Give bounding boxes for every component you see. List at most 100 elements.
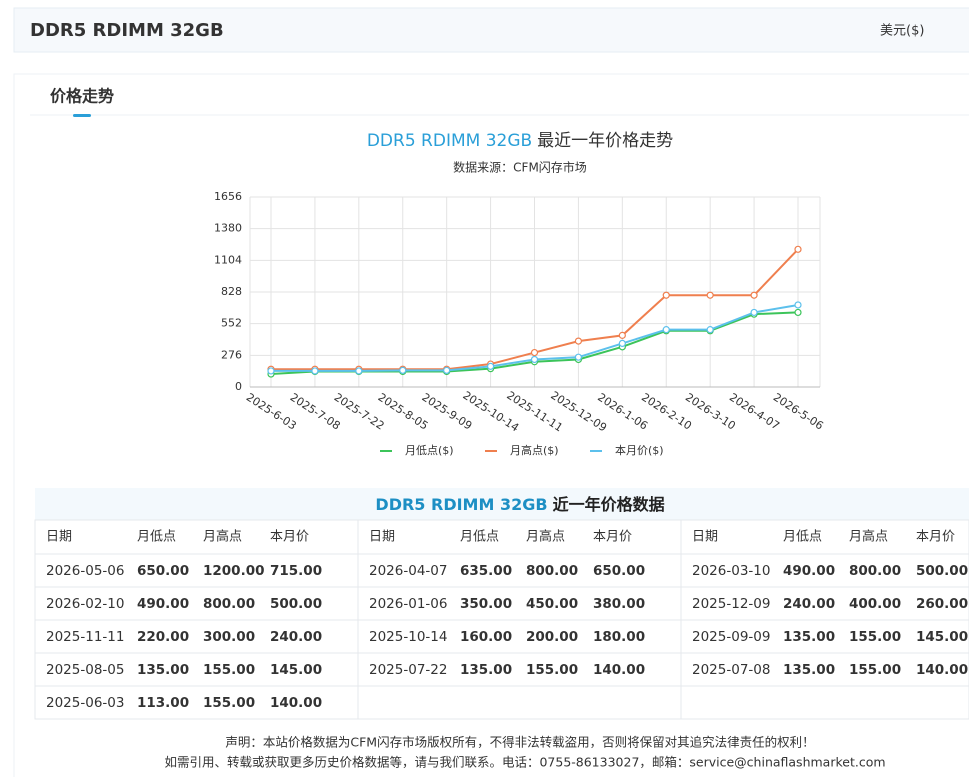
cell-price: 260.00 [916, 596, 968, 612]
cell-low: 135.00 [783, 629, 835, 645]
cell-price: 140.00 [593, 662, 645, 678]
data-point [486, 362, 495, 370]
cell-low: 160.00 [460, 629, 512, 645]
cell-high: 155.00 [526, 662, 578, 678]
cell-low: 650.00 [137, 563, 189, 579]
cell-price: 500.00 [916, 563, 968, 579]
cell-price: 500.00 [270, 596, 322, 612]
cell-low: 240.00 [783, 596, 835, 612]
footer-line: 如需引用、转载或获取更多历史价格数据等，请与我们联系。电话：0755-86133… [164, 755, 885, 770]
cell-high: 300.00 [203, 629, 255, 645]
legend-label: 月低点($) [405, 444, 454, 457]
cell-high: 155.00 [203, 662, 255, 678]
column-header: 月低点 [137, 530, 176, 545]
cell-high: 155.00 [849, 629, 901, 645]
data-point [355, 367, 363, 375]
chart-subtitle: 数据来源：CFM闪存市场 [453, 160, 587, 175]
data-point [530, 348, 539, 357]
cell-date: 2025-12-09 [692, 596, 770, 612]
cell-date: 2025-09-09 [692, 629, 770, 645]
cell-date: 2025-10-14 [369, 629, 447, 645]
chart-title-suffix: 最近一年价格走势 [537, 131, 673, 151]
legend-label: 本月价($) [615, 443, 664, 457]
column-header: 月低点 [460, 530, 499, 545]
data-point [794, 308, 802, 317]
cell-high: 200.00 [526, 629, 578, 645]
cell-price: 380.00 [593, 596, 645, 612]
cell-price: 145.00 [916, 629, 968, 645]
cell-high: 400.00 [849, 596, 901, 612]
cell-low: 220.00 [137, 629, 189, 645]
column-header: 月高点 [849, 529, 888, 545]
y-tick-label: 0 [235, 380, 242, 393]
footer-line: 声明：本站价格数据为CFM闪存市场版权所有，不得非法转载盗用，否则将保留对其追究… [225, 735, 814, 750]
y-tick-label: 276 [221, 348, 242, 361]
cell-high: 1200.00 [203, 563, 265, 579]
data-point [399, 366, 407, 374]
cell-price: 145.00 [270, 662, 322, 678]
data-point [706, 291, 714, 299]
header-bar [13, 7, 969, 53]
cell-low: 350.00 [460, 596, 512, 612]
column-header: 日期 [369, 530, 395, 545]
cell-date: 2026-05-06 [46, 563, 124, 579]
cell-date: 2025-07-08 [692, 662, 770, 678]
data-point [662, 326, 670, 334]
cell-date: 2026-02-10 [46, 596, 124, 612]
cell-date: 2026-01-06 [369, 596, 447, 612]
column-header: 日期 [46, 530, 72, 545]
cell-price: 140.00 [916, 662, 968, 678]
column-header: 月高点 [203, 529, 242, 545]
cell-price: 140.00 [270, 695, 322, 711]
data-point [750, 308, 758, 317]
chart-title-product: DDR5 RDIMM 32GB [367, 131, 532, 151]
cell-high: 800.00 [526, 563, 578, 579]
table-title-suffix: 近一年价格数据 [553, 495, 665, 514]
column-header: 月高点 [526, 529, 565, 545]
data-point [574, 353, 583, 361]
cell-high: 800.00 [203, 596, 255, 612]
cell-high: 155.00 [203, 695, 255, 711]
cell-high: 800.00 [849, 563, 901, 579]
data-point [267, 367, 275, 375]
product-title: DDR5 RDIMM 32GB [30, 20, 224, 41]
cell-low: 135.00 [460, 662, 512, 678]
tab-underline [73, 114, 91, 117]
cell-low: 113.00 [137, 695, 189, 711]
y-tick-label: 828 [221, 285, 242, 298]
cell-date: 2025-07-22 [369, 662, 447, 678]
cell-date: 2026-03-10 [692, 563, 770, 579]
table: 日期 月低点 月高点 本月价 日期 月低点 月高点 本月价 日期 月低点 月高点 本月价 2026-05… [34, 519, 969, 720]
column-header: 本月价 [270, 530, 309, 545]
data-point [530, 355, 539, 364]
legend-label: 月高点($) [510, 443, 559, 457]
cell-date: 2026-04-07 [369, 563, 447, 579]
column-header: 月低点 [783, 530, 822, 545]
data-point [618, 339, 626, 348]
data-point [443, 366, 451, 374]
data-point [574, 337, 583, 345]
currency-toggle[interactable]: 美元($) [880, 24, 924, 39]
y-tick-label: 1656 [214, 190, 242, 203]
cell-date: 2025-11-11 [46, 629, 124, 645]
tab[interactable]: 价格走势 [50, 87, 114, 106]
chart-title: DDR5 RDIMM 32GB 最近一年价格走势 [367, 131, 673, 151]
column-header: 本月价 [593, 530, 632, 545]
data-point [662, 291, 670, 299]
column-header: 本月价 [916, 530, 955, 545]
cell-low: 635.00 [460, 563, 512, 579]
y-tick-label: 1104 [214, 253, 242, 266]
cell-date: 2025-08-05 [46, 662, 124, 678]
cell-low: 490.00 [783, 563, 835, 579]
cell-price: 240.00 [270, 629, 322, 645]
cell-price: 650.00 [593, 563, 645, 579]
cell-low: 135.00 [783, 662, 835, 678]
column-header: 日期 [692, 530, 718, 545]
data-point [706, 326, 714, 334]
data-point [794, 245, 802, 253]
data-point [311, 367, 319, 375]
table-title-bar [35, 488, 969, 520]
cell-date: 2025-06-03 [46, 695, 124, 711]
cell-low: 135.00 [137, 662, 189, 678]
